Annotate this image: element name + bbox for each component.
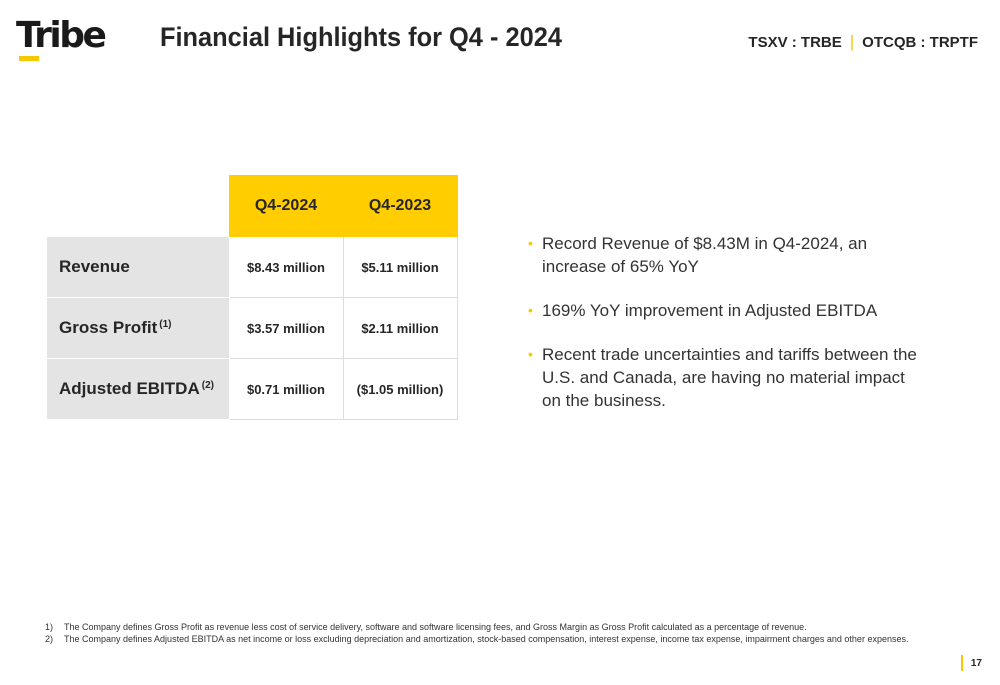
footnote-2: 2) The Company defines Adjusted EBITDA a… bbox=[45, 633, 908, 645]
bullet-dot-icon: • bbox=[528, 235, 533, 251]
bullet-item: • Record Revenue of $8.43M in Q4-2024, an… bbox=[528, 232, 923, 278]
footnote-text: The Company defines Adjusted EBITDA as n… bbox=[64, 634, 909, 644]
footnote-text: The Company defines Gross Profit as reve… bbox=[64, 622, 807, 632]
stock-ticker: TSXV : TRBE | OTCQB : TRPTF bbox=[748, 32, 978, 52]
table-header-row: Q4-2024 Q4-2023 bbox=[47, 175, 458, 237]
financial-highlights-table: Q4-2024 Q4-2023 Revenue $8.43 million $5… bbox=[46, 175, 458, 420]
bullet-text: Recent trade uncertainties and tariffs b… bbox=[542, 345, 917, 410]
ticker-otcqb: OTCQB : TRPTF bbox=[862, 33, 978, 51]
logo-underline-accent bbox=[19, 56, 39, 61]
footnote-number: 1) bbox=[45, 622, 54, 632]
row-label-text: Revenue bbox=[59, 257, 130, 276]
row-label-text: Gross Profit bbox=[59, 318, 158, 337]
ticker-separator: | bbox=[849, 32, 855, 51]
table-row-revenue: Revenue $8.43 million $5.11 million bbox=[46, 236, 458, 298]
table-row-gross-profit: Gross Profit (1) $3.57 million $2.11 mill… bbox=[46, 297, 458, 359]
bullet-text: Record Revenue of $8.43M in Q4-2024, an … bbox=[542, 234, 868, 276]
gross-profit-q4-2024: $3.57 million bbox=[228, 297, 344, 359]
page-number: 17 bbox=[960, 655, 982, 671]
column-header-q4-2024: Q4-2024 bbox=[228, 175, 344, 237]
bullet-dot-icon: • bbox=[528, 346, 533, 362]
highlights-bullet-list: • Record Revenue of $8.43M in Q4-2024, an… bbox=[528, 232, 923, 433]
page-number-text: 17 bbox=[970, 657, 982, 669]
bullet-text: 169% YoY improvement in Adjusted EBITDA bbox=[542, 301, 878, 320]
bullet-item: • 169% YoY improvement in Adjusted EBITDA bbox=[528, 299, 923, 322]
gross-profit-q4-2023: $2.11 million bbox=[342, 297, 458, 359]
footnote-ref-1: (1) bbox=[159, 319, 172, 330]
revenue-q4-2023: $5.11 million bbox=[342, 236, 458, 298]
column-header-q4-2023: Q4-2023 bbox=[342, 175, 458, 237]
bullet-dot-icon: • bbox=[528, 302, 533, 318]
row-label-gross-profit: Gross Profit (1) bbox=[46, 297, 230, 359]
footnote-1: 1) The Company defines Gross Profit as r… bbox=[45, 621, 908, 633]
page-title: Financial Highlights for Q4 - 2024 bbox=[160, 22, 562, 52]
footnote-ref-2: (2) bbox=[201, 380, 214, 391]
row-label-text: Adjusted EBITDA bbox=[59, 379, 200, 398]
adjusted-ebitda-q4-2023: ($1.05 million) bbox=[342, 358, 458, 420]
row-label-adjusted-ebitda: Adjusted EBITDA (2) bbox=[46, 358, 230, 420]
revenue-q4-2024: $8.43 million bbox=[228, 236, 344, 298]
footnote-number: 2) bbox=[45, 634, 54, 644]
footnotes: 1) The Company defines Gross Profit as r… bbox=[45, 621, 908, 645]
row-label-revenue: Revenue bbox=[46, 236, 230, 298]
ticker-tsxv: TSXV : TRBE bbox=[748, 33, 842, 51]
tribe-logo: Tribe bbox=[16, 15, 107, 64]
page-number-accent-bar bbox=[960, 655, 963, 671]
bullet-item: • Recent trade uncertainties and tariffs … bbox=[528, 343, 923, 412]
logo-wordmark: Tribe bbox=[16, 15, 107, 56]
table-corner-cell bbox=[47, 176, 230, 237]
adjusted-ebitda-q4-2024: $0.71 million bbox=[228, 358, 344, 420]
table-row-adjusted-ebitda: Adjusted EBITDA (2) $0.71 million ($1.05 … bbox=[46, 358, 458, 420]
